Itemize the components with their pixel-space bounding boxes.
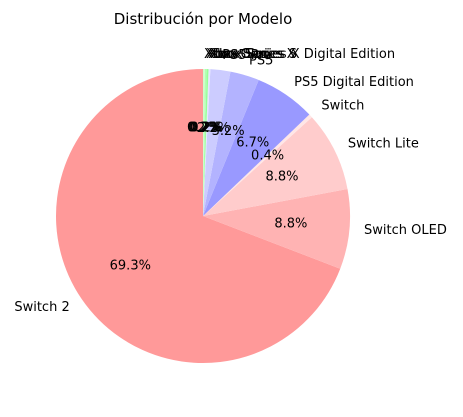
pie-slice: [55, 69, 341, 363]
slice-percent-label: 0.2%: [190, 120, 223, 135]
slice-label: Switch: [321, 98, 364, 113]
slice-label: PS5 Pro: [222, 48, 271, 63]
pie-slice: [203, 69, 207, 216]
pie-slice: [203, 114, 312, 216]
slice-label: PS5 Digital Edition: [294, 75, 414, 90]
slice-percent-label: 8.8%: [265, 169, 298, 184]
slice-percent-label: 8.8%: [274, 217, 307, 232]
slice-percent-label: 2.2%: [197, 121, 230, 136]
pie-slice: [203, 69, 205, 216]
slice-percent-label: 0.2%: [187, 120, 220, 135]
pie-slice: [203, 69, 231, 216]
slice-label: Switch OLED: [364, 223, 447, 238]
slice-percent-label: 3.2%: [212, 124, 245, 139]
pie-slice: [203, 69, 209, 217]
slice-label: PS5: [249, 53, 273, 68]
pie-slice: [203, 71, 259, 217]
pie-labels: Switch 2 69.3% Switch OLED 8.8% Switch Lite 8…: [14, 47, 447, 315]
pie-slice: [203, 188, 350, 269]
slice-label: Xbox Series S: [208, 47, 297, 62]
pie-slice: [203, 117, 348, 216]
slice-percent-label: 0.2%: [189, 120, 222, 135]
pie-slice: [203, 79, 310, 217]
slice-label: Xbox Series X Digital Edition: [210, 47, 395, 62]
slice-percent-label: 69.3%: [110, 258, 151, 273]
pie-slices: [55, 69, 350, 363]
slice-percent-label: 0.4%: [251, 148, 284, 163]
slice-label: Xbox One: [204, 47, 267, 62]
pie-slice: [203, 69, 211, 216]
slice-label: Xbox Series X: [206, 47, 296, 62]
slice-percent-label: 0.2%: [188, 120, 221, 135]
chart-title: Distribución por Modelo: [114, 10, 293, 28]
slice-percent-label: 6.7%: [236, 136, 269, 151]
slice-label: Switch Lite: [348, 137, 419, 152]
slice-label: Switch 2: [14, 300, 69, 315]
